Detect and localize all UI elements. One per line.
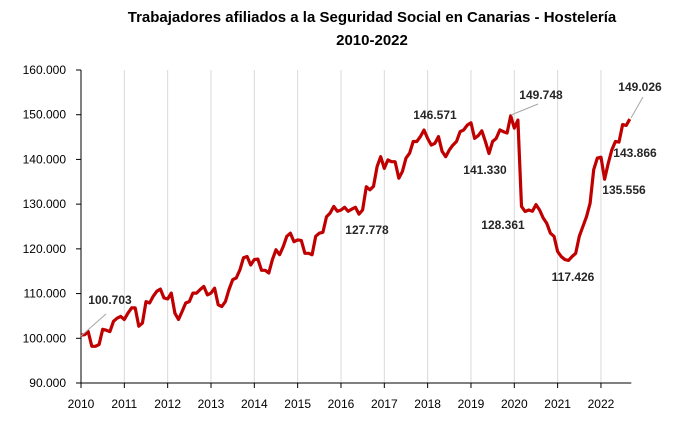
y-tick-label: 110.000: [24, 287, 67, 301]
chart-subtitle: 2010-2022: [336, 32, 408, 49]
y-tick-label: 120.000: [23, 242, 67, 256]
data-label: 149.748: [519, 88, 563, 102]
data-label: 100.703: [88, 293, 132, 307]
x-tick-label: 2020: [501, 397, 528, 411]
x-tick-label: 2021: [544, 397, 571, 411]
y-tick-label: 150.000: [23, 108, 67, 122]
x-tick-label: 2013: [198, 397, 225, 411]
x-tick-label: 2011: [111, 397, 137, 411]
data-label: 141.330: [463, 163, 507, 177]
x-tick-label: 2018: [414, 397, 441, 411]
x-tick-label: 2022: [588, 397, 615, 411]
data-label: 146.571: [413, 108, 457, 122]
series-line: [80, 114, 632, 348]
x-tick-label: 2010: [68, 397, 95, 411]
data-label: 128.361: [481, 218, 525, 232]
data-label: 143.866: [613, 146, 657, 160]
x-tick-label: 2015: [284, 397, 311, 411]
x-tick-label: 2016: [328, 397, 355, 411]
leader-line: [80, 313, 107, 337]
x-tick-label: 2017: [371, 397, 398, 411]
leader-line: [510, 103, 539, 116]
data-label: 127.778: [345, 223, 389, 237]
data-label: 149.026: [618, 80, 662, 94]
x-tick-label: 2014: [241, 397, 268, 411]
y-tick-label: 130.000: [23, 197, 67, 211]
chart-title: Trabajadores afiliados a la Seguridad So…: [128, 9, 617, 26]
y-tick-label: 160.000: [23, 63, 67, 77]
y-tick-label: 90.000: [29, 376, 66, 390]
y-tick-label: 100.000: [23, 331, 67, 345]
y-tick-label: 140.000: [23, 152, 67, 166]
data-label: 117.426: [552, 270, 595, 284]
data-label: 135.556: [602, 183, 646, 197]
leader-line: [630, 96, 644, 119]
x-tick-label: 2019: [458, 397, 485, 411]
x-tick-label: 2012: [154, 397, 181, 411]
